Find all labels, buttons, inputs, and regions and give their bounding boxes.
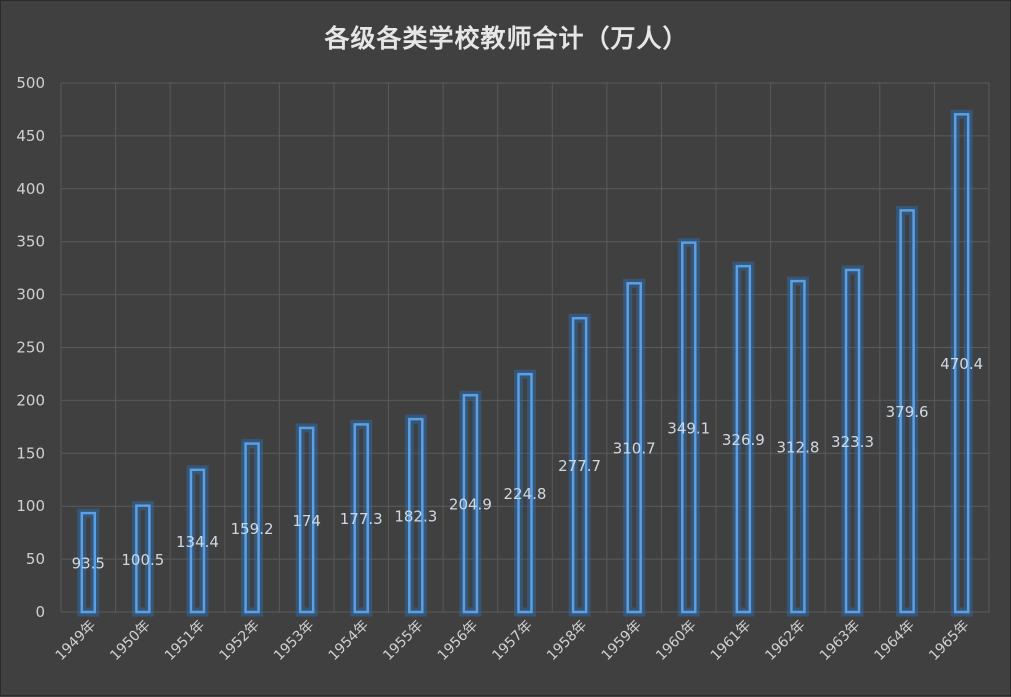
data-label: 177.3	[340, 510, 383, 528]
y-tick-label: 50	[26, 550, 45, 568]
y-tick-label: 450	[16, 127, 45, 145]
bar	[844, 268, 861, 614]
x-tick-label: 1959年	[599, 618, 645, 664]
y-tick-label: 150	[16, 444, 45, 462]
y-tick-label: 100	[16, 497, 45, 515]
data-label: 174	[292, 512, 321, 530]
bar	[298, 426, 315, 614]
x-tick-label: 1960年	[653, 618, 699, 664]
data-label: 134.4	[176, 533, 219, 551]
x-tick-label: 1956年	[435, 618, 481, 664]
bar	[626, 282, 642, 614]
data-label: 312.8	[776, 439, 819, 457]
x-tick-label: 1957年	[489, 618, 535, 664]
bar	[244, 442, 260, 614]
bar	[135, 504, 151, 614]
data-label: 349.1	[667, 419, 710, 437]
bar	[353, 423, 369, 614]
data-label: 224.8	[504, 485, 547, 503]
data-label: 100.5	[121, 551, 164, 569]
bar	[462, 393, 479, 614]
x-tick-label: 1963年	[817, 618, 863, 664]
chart-title: 各级各类学校教师合计（万人）	[324, 24, 689, 53]
data-label: 277.7	[558, 457, 601, 475]
x-tick-label: 1954年	[326, 618, 372, 664]
data-label: 379.6	[886, 403, 929, 421]
bar	[571, 316, 588, 614]
grid-layer	[60, 82, 990, 613]
y-tick-label: 350	[16, 233, 45, 251]
data-label: 310.7	[613, 440, 656, 458]
x-tick-label: 1949年	[53, 618, 99, 664]
x-tick-label: 1955年	[380, 618, 426, 664]
bar-layer	[77, 109, 973, 617]
y-tick-label: 400	[16, 180, 45, 198]
x-tick-label: 1958年	[544, 618, 590, 664]
x-tick-label: 1950年	[107, 618, 153, 664]
bar	[681, 241, 697, 614]
x-tick-label: 1952年	[216, 618, 262, 664]
data-label: 323.3	[831, 433, 874, 451]
y-tick-label: 300	[16, 286, 45, 304]
data-label: 470.4	[940, 355, 983, 373]
x-tick-label: 1953年	[271, 618, 317, 664]
data-label: 93.5	[72, 555, 105, 573]
label-layer: 05010015020025030035040045050093.51949年1…	[16, 74, 983, 664]
y-tick-label: 200	[16, 391, 45, 409]
bar	[517, 372, 533, 614]
y-tick-label: 0	[35, 603, 45, 621]
y-tick-label: 250	[16, 339, 45, 357]
bar	[408, 417, 424, 614]
bar	[953, 113, 970, 614]
x-tick-label: 1962年	[762, 618, 808, 664]
x-tick-label: 1951年	[162, 618, 208, 664]
bar	[80, 511, 97, 614]
x-tick-label: 1961年	[708, 618, 754, 664]
data-label: 204.9	[449, 496, 492, 514]
x-tick-label: 1965年	[926, 618, 972, 664]
bar	[899, 209, 915, 614]
bar	[189, 468, 206, 614]
bar	[735, 264, 752, 614]
data-label: 159.2	[231, 520, 274, 538]
data-label: 326.9	[722, 431, 765, 449]
bar	[790, 279, 806, 614]
x-tick-label: 1964年	[872, 618, 918, 664]
y-tick-label: 500	[16, 74, 45, 92]
data-label: 182.3	[394, 508, 437, 526]
